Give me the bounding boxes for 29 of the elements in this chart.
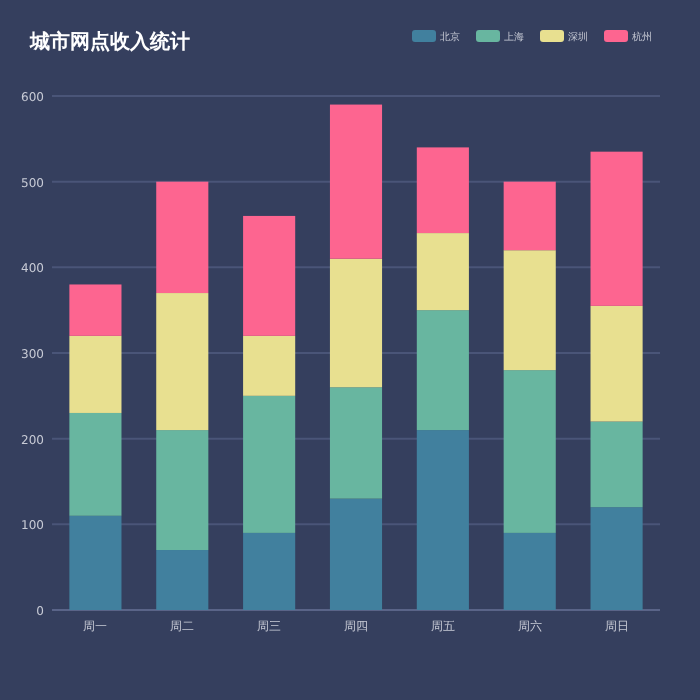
bar (590, 507, 643, 610)
bar (243, 532, 296, 610)
bar (416, 233, 469, 311)
bar (69, 515, 122, 610)
bar (69, 284, 122, 336)
bar (329, 104, 383, 259)
chart-title: 城市网点收入统计 (28, 30, 190, 54)
bar (590, 305, 643, 422)
bar (590, 151, 643, 306)
bar (156, 181, 209, 294)
bar (243, 335, 296, 396)
bar (69, 412, 122, 516)
bar (329, 387, 383, 499)
bar (69, 335, 122, 413)
bar (329, 498, 383, 610)
bar (503, 181, 556, 251)
bar (416, 147, 469, 234)
bar (590, 421, 643, 508)
bar (243, 215, 296, 336)
bar (243, 395, 296, 533)
bar (156, 430, 209, 551)
bar (503, 250, 556, 371)
bar (329, 258, 383, 388)
bar (156, 293, 209, 431)
bar (416, 310, 469, 431)
bar (503, 370, 556, 533)
bar (416, 430, 469, 610)
bar (503, 532, 556, 610)
bar (156, 550, 209, 610)
